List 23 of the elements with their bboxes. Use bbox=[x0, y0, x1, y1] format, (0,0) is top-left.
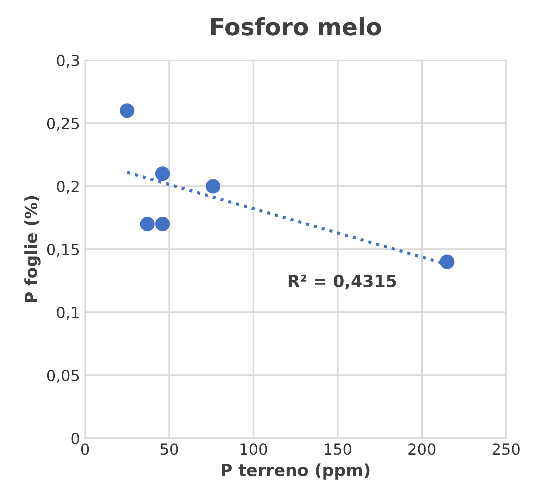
x-tick-label: 50 bbox=[160, 444, 178, 456]
y-tick-label: 0,2 bbox=[57, 180, 79, 194]
x-tick-label: 100 bbox=[240, 444, 268, 456]
point bbox=[155, 216, 170, 232]
x-axis-title: P terreno (ppm) bbox=[222, 464, 370, 480]
point bbox=[206, 179, 221, 194]
y-tick-label: 0,3 bbox=[57, 54, 80, 68]
y-tick-label: 0,15 bbox=[47, 244, 80, 258]
point bbox=[140, 216, 155, 232]
point bbox=[440, 254, 455, 270]
y-tick-label: 0,05 bbox=[47, 370, 80, 384]
y-axis-title: P foglie (%) bbox=[24, 196, 41, 303]
annotation: R² = 0,4315 bbox=[288, 274, 396, 290]
x-tick-label: 200 bbox=[408, 444, 436, 456]
chart-title: Fosforo melo bbox=[212, 18, 382, 36]
point bbox=[155, 166, 170, 182]
x-tick-label: 150 bbox=[325, 444, 352, 456]
y-tick-label: 0,1 bbox=[57, 306, 80, 320]
y-tick-label: 0 bbox=[72, 432, 80, 444]
y-tick-label: 0,25 bbox=[47, 118, 80, 132]
point bbox=[120, 104, 135, 118]
x-tick-label: 0 bbox=[81, 444, 90, 456]
x-tick-label: 250 bbox=[492, 444, 520, 456]
